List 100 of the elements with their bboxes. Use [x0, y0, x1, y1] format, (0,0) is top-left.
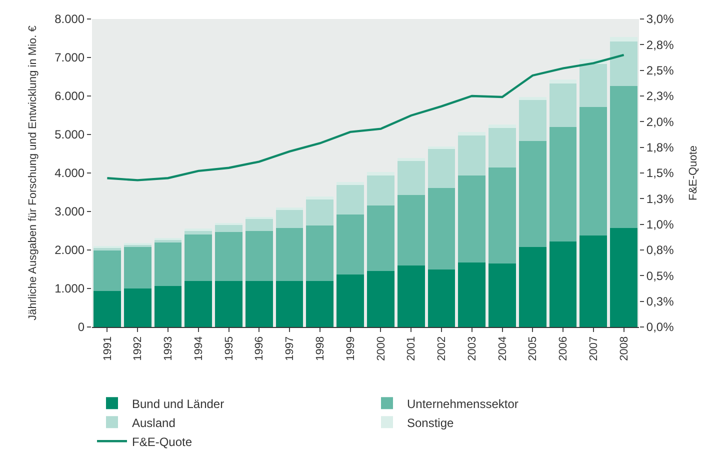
bar — [184, 234, 212, 282]
x-tick-label: 2003 — [466, 336, 478, 361]
bar — [276, 207, 304, 210]
y2-axis-title: F&E-Quote — [687, 145, 700, 201]
y-tick-label: 4.000 — [54, 166, 85, 180]
x-tick-label: 2005 — [527, 336, 540, 361]
legend-label: Unternehmenssektor — [407, 396, 518, 411]
bar — [580, 64, 608, 108]
bar — [580, 107, 608, 236]
y-tick-label: 0 — [78, 320, 85, 334]
y2-tick-label: 1,5% — [646, 166, 674, 180]
bar — [124, 288, 152, 327]
bar — [428, 146, 456, 149]
legend-label: Bund und Länder — [132, 396, 224, 411]
bar — [245, 281, 273, 327]
y-axis-title: Jährliche Ausgaben für Forschung und Entwicklung in Mio. € — [27, 26, 40, 320]
bar — [518, 100, 546, 142]
y2-tick-label: 2,8% — [646, 38, 674, 52]
bar — [518, 141, 546, 247]
y2-tick-label: 0,3% — [646, 294, 674, 309]
bar — [580, 235, 608, 327]
bar — [367, 175, 394, 206]
bar — [184, 230, 212, 235]
bar — [428, 148, 456, 188]
bar — [245, 231, 273, 282]
bar — [124, 246, 152, 288]
bar — [518, 246, 546, 327]
x-tick-label: 2007 — [588, 336, 600, 361]
bar — [397, 158, 425, 162]
bar — [245, 218, 273, 232]
bar — [397, 161, 425, 195]
line-series — [106, 54, 625, 182]
x-tick-label: 1994 — [192, 336, 205, 361]
y2-tick-label: 3,0% — [646, 12, 674, 26]
bar — [458, 132, 486, 136]
bar — [610, 86, 638, 228]
bar — [306, 200, 334, 226]
bar — [488, 168, 516, 264]
bar — [488, 263, 516, 327]
x-tick-label: 2004 — [496, 336, 509, 361]
y2-tick-label: 2,0% — [646, 114, 674, 129]
bar — [184, 228, 212, 231]
bar — [215, 224, 242, 232]
y-tick-label: 8.000 — [54, 12, 85, 26]
x-tick-label: 1992 — [132, 336, 144, 361]
bar — [488, 128, 516, 168]
bar — [215, 281, 242, 327]
bar — [94, 250, 121, 291]
x-tick-label: 1993 — [162, 336, 175, 361]
bar — [154, 242, 182, 286]
legend-label: Sonstige — [407, 416, 454, 430]
bar — [610, 37, 638, 42]
bar — [397, 265, 425, 327]
bar — [458, 175, 486, 263]
x-tick-label: 2001 — [406, 336, 418, 361]
bar — [367, 271, 394, 327]
bar — [94, 290, 121, 327]
y2-tick-label: 1,3% — [646, 192, 674, 206]
bar — [610, 228, 638, 327]
legend-label: Ausland — [132, 416, 176, 430]
bar — [367, 172, 394, 176]
x-tick-label: 2002 — [436, 336, 448, 361]
bar — [276, 228, 304, 282]
bar — [336, 184, 364, 215]
bar — [306, 196, 334, 200]
y-tick-label: 3.000 — [54, 204, 85, 219]
y-tick-label: 2.000 — [54, 243, 85, 258]
x-tick-label: 1991 — [102, 336, 114, 361]
y2-tick-label: 1,8% — [646, 140, 674, 155]
bar — [306, 225, 334, 282]
y-tick-label: 6.000 — [54, 89, 85, 104]
y2-tick-label: 0,5% — [646, 268, 674, 283]
bar — [488, 124, 516, 128]
bar — [428, 188, 456, 270]
bar — [336, 182, 364, 185]
bar — [276, 209, 304, 228]
y2-tick-label: 1,0% — [646, 218, 674, 232]
y-tick-label: 5.000 — [54, 128, 85, 142]
bar — [184, 281, 212, 327]
bar — [549, 126, 577, 242]
x-tick-label: 1996 — [254, 336, 266, 361]
y-tick-label: 7.000 — [54, 50, 85, 65]
y2-tick-label: 2,3% — [646, 89, 674, 104]
bar — [458, 262, 486, 327]
bar — [428, 270, 456, 327]
x-tick-label: 1995 — [223, 336, 236, 361]
bar — [518, 97, 546, 100]
bar — [458, 136, 486, 176]
bar — [336, 214, 364, 274]
bar — [336, 274, 364, 327]
x-tick-label: 2000 — [375, 336, 388, 361]
bar — [306, 281, 334, 327]
bar — [549, 79, 577, 84]
legend-label: F&E-Quote — [132, 434, 192, 449]
bar — [276, 281, 304, 327]
bar — [397, 194, 425, 266]
x-tick-label: 1997 — [284, 336, 296, 361]
y2-tick-label: 2,5% — [646, 64, 674, 78]
y2-tick-label: 0,0% — [646, 320, 674, 334]
bar — [367, 205, 394, 272]
